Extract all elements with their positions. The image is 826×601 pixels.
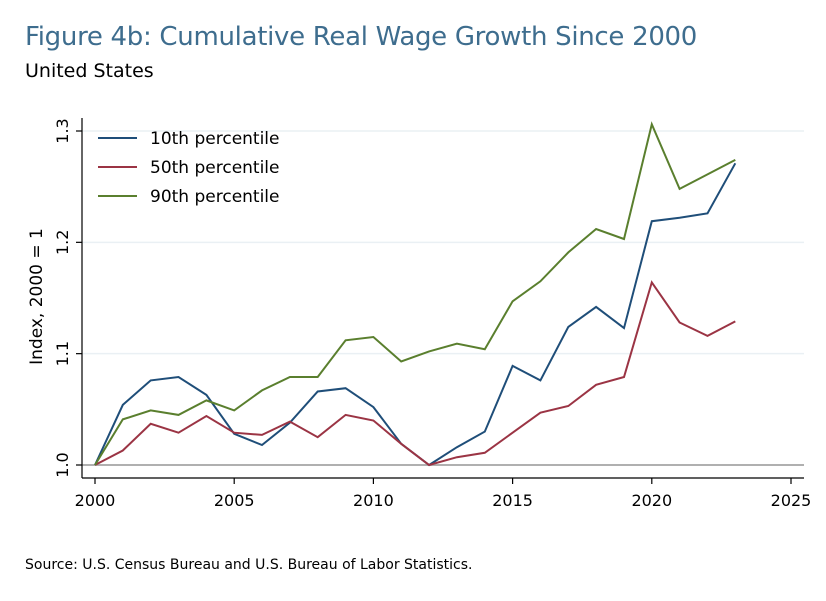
y-axis-title: Index, 2000 = 1 (27, 228, 47, 365)
legend-item: 10th percentile (98, 129, 280, 149)
series-line-10th-percentile (94, 162, 737, 467)
legend-label: 50th percentile (150, 158, 280, 178)
y-tick-label: 1.2 (53, 230, 72, 255)
gridlines (82, 130, 804, 355)
x-tick-label: 2005 (214, 491, 255, 510)
series-line-50th-percentile (94, 280, 736, 467)
series-lines (94, 121, 737, 467)
series-line-90th-percentile (94, 121, 736, 466)
legend-label: 90th percentile (150, 187, 280, 207)
y-tick-label: 1.0 (53, 452, 72, 477)
x-tick-label: 2000 (75, 491, 116, 510)
y-tick-label: 1.1 (53, 341, 72, 366)
x-tick-label: 2025 (771, 491, 812, 510)
legend-label: 10th percentile (150, 129, 280, 149)
y-axis-ticks: 1.0 1.1 1.2 1.3 (53, 118, 82, 478)
y-tick-label: 1.3 (53, 118, 72, 143)
x-tick-label: 2020 (631, 491, 672, 510)
x-tick-label: 2010 (353, 491, 394, 510)
chart-title: Figure 4b: Cumulative Real Wage Growth S… (25, 22, 698, 52)
legend-item: 90th percentile (98, 187, 280, 207)
legend: 10th percentile 50th percentile 90th perce… (98, 129, 280, 207)
x-tick-label: 2015 (492, 491, 533, 510)
source-note: Source: U.S. Census Bureau and U.S. Bure… (25, 557, 473, 573)
x-axis-ticks: 2000 2005 2010 2015 2020 2025 (75, 478, 812, 510)
legend-item: 50th percentile (98, 158, 280, 178)
chart-subtitle: United States (25, 60, 154, 82)
